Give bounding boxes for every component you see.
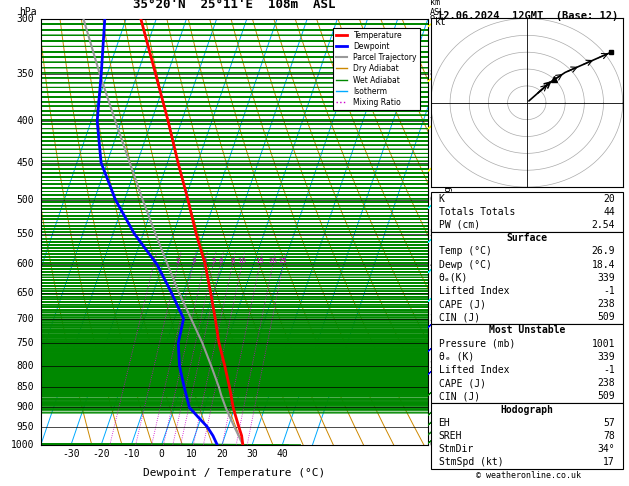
Text: 34°: 34° — [598, 444, 615, 454]
Text: 900: 900 — [16, 402, 34, 413]
Text: CIN (J): CIN (J) — [438, 391, 480, 401]
Text: Lifted Index: Lifted Index — [438, 286, 509, 296]
Text: 8: 8 — [430, 69, 435, 78]
Text: 12.06.2024  12GMT  (Base: 12): 12.06.2024 12GMT (Base: 12) — [437, 11, 618, 21]
Text: 600: 600 — [16, 259, 34, 269]
Text: θₑ (K): θₑ (K) — [438, 352, 474, 362]
Text: hPa: hPa — [19, 7, 37, 17]
Text: 5: 5 — [211, 258, 216, 264]
Text: Lifted Index: Lifted Index — [438, 365, 509, 375]
Text: LCL: LCL — [430, 394, 445, 403]
Text: PW (cm): PW (cm) — [438, 220, 480, 230]
Text: Dewp (°C): Dewp (°C) — [438, 260, 491, 270]
Text: -30: -30 — [62, 449, 80, 459]
Text: 350: 350 — [16, 69, 34, 79]
Text: 8: 8 — [230, 258, 235, 264]
Text: 750: 750 — [16, 338, 34, 348]
Text: 800: 800 — [16, 361, 34, 371]
Text: 17: 17 — [603, 457, 615, 468]
Text: 20: 20 — [269, 258, 277, 264]
Text: StmSpd (kt): StmSpd (kt) — [438, 457, 503, 468]
Text: 850: 850 — [16, 382, 34, 392]
Text: Hodograph: Hodograph — [500, 405, 554, 415]
Text: -20: -20 — [92, 449, 110, 459]
Text: 509: 509 — [598, 391, 615, 401]
Text: 25: 25 — [279, 258, 287, 264]
Bar — [431, 403, 623, 469]
Text: 6: 6 — [430, 195, 435, 205]
Text: 2: 2 — [176, 258, 181, 264]
Text: CAPE (J): CAPE (J) — [438, 299, 486, 309]
Text: 700: 700 — [16, 313, 34, 324]
Text: -1: -1 — [603, 286, 615, 296]
Text: 57: 57 — [603, 418, 615, 428]
Text: 3: 3 — [191, 258, 196, 264]
Text: 35°20'N  25°11'E  108m  ASL: 35°20'N 25°11'E 108m ASL — [133, 0, 335, 11]
Text: 339: 339 — [598, 273, 615, 283]
Legend: Temperature, Dewpoint, Parcel Trajectory, Dry Adiabat, Wet Adiabat, Isotherm, Mi: Temperature, Dewpoint, Parcel Trajectory… — [333, 28, 420, 110]
Text: 7: 7 — [430, 117, 435, 125]
Text: 5: 5 — [430, 229, 435, 238]
Text: 500: 500 — [16, 195, 34, 205]
Bar — [431, 324, 623, 403]
Text: 450: 450 — [16, 157, 34, 168]
Text: -10: -10 — [123, 449, 140, 459]
Text: 44: 44 — [603, 207, 615, 217]
Text: 40: 40 — [277, 449, 288, 459]
Text: 10: 10 — [186, 449, 198, 459]
Text: km
ASL: km ASL — [430, 0, 445, 17]
Text: Temp (°C): Temp (°C) — [438, 246, 491, 256]
Text: Mixing Ratio (g/kg): Mixing Ratio (g/kg) — [445, 181, 454, 283]
Text: 1: 1 — [152, 258, 156, 264]
Text: kt: kt — [435, 17, 447, 27]
Text: 78: 78 — [603, 431, 615, 441]
Text: 4: 4 — [430, 260, 435, 269]
Bar — [431, 192, 623, 231]
Text: 950: 950 — [16, 421, 34, 432]
Text: CIN (J): CIN (J) — [438, 312, 480, 322]
Text: 3: 3 — [430, 314, 435, 323]
Text: Surface: Surface — [506, 233, 547, 243]
Text: 2: 2 — [430, 362, 435, 370]
Text: © weatheronline.co.uk: © weatheronline.co.uk — [476, 471, 581, 480]
Text: 650: 650 — [16, 288, 34, 297]
Text: EH: EH — [438, 418, 450, 428]
Text: 15: 15 — [255, 258, 264, 264]
Text: 30: 30 — [247, 449, 258, 459]
Text: 6: 6 — [218, 258, 223, 264]
Text: StmDir: StmDir — [438, 444, 474, 454]
Text: 10: 10 — [238, 258, 247, 264]
Text: 238: 238 — [598, 378, 615, 388]
Text: Dewpoint / Temperature (°C): Dewpoint / Temperature (°C) — [143, 468, 325, 478]
Text: 26.9: 26.9 — [591, 246, 615, 256]
Text: Totals Totals: Totals Totals — [438, 207, 515, 217]
Text: 20: 20 — [603, 193, 615, 204]
Text: Most Unstable: Most Unstable — [489, 326, 565, 335]
Text: 2.54: 2.54 — [591, 220, 615, 230]
Text: Pressure (mb): Pressure (mb) — [438, 339, 515, 348]
Text: 20: 20 — [216, 449, 228, 459]
Text: 9: 9 — [430, 15, 435, 24]
Text: 339: 339 — [598, 352, 615, 362]
Text: 300: 300 — [16, 15, 34, 24]
Text: 0: 0 — [430, 440, 435, 449]
Text: CAPE (J): CAPE (J) — [438, 378, 486, 388]
Text: K: K — [438, 193, 445, 204]
Text: -1: -1 — [603, 365, 615, 375]
Text: 550: 550 — [16, 228, 34, 239]
Text: 1: 1 — [430, 403, 435, 412]
Text: 1001: 1001 — [591, 339, 615, 348]
Text: θₑ(K): θₑ(K) — [438, 273, 468, 283]
Text: 1000: 1000 — [11, 440, 34, 450]
Text: 4: 4 — [202, 258, 206, 264]
Bar — [431, 231, 623, 324]
Text: 18.4: 18.4 — [591, 260, 615, 270]
Text: 400: 400 — [16, 116, 34, 126]
Text: SREH: SREH — [438, 431, 462, 441]
Text: 238: 238 — [598, 299, 615, 309]
Text: 0: 0 — [159, 449, 165, 459]
Text: 509: 509 — [598, 312, 615, 322]
